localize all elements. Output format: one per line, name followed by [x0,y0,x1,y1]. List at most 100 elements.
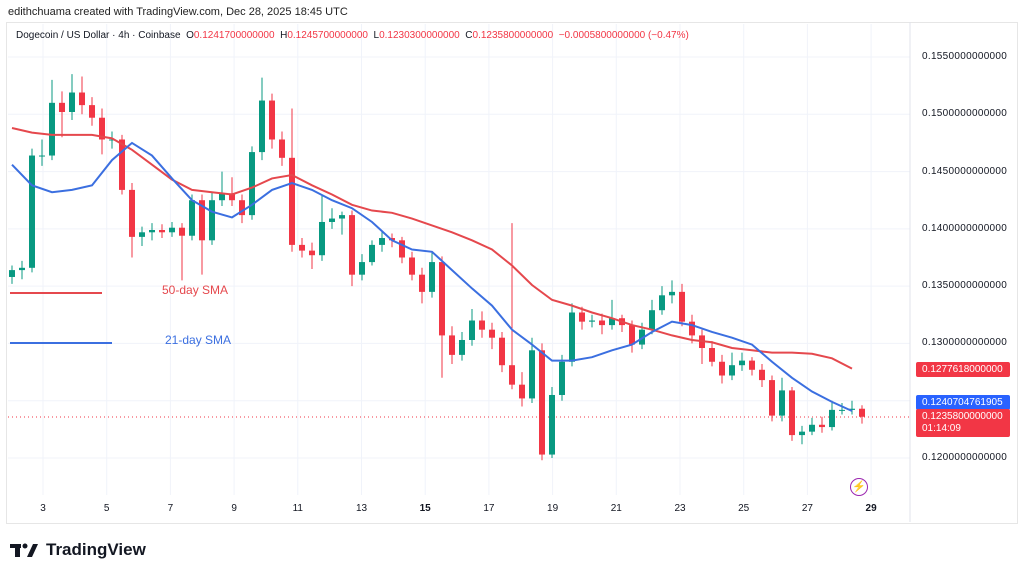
x-tick-label: 7 [167,503,174,514]
candle-up [49,102,55,156]
x-tick-label: 19 [547,503,559,514]
tv-logo-icon [10,543,38,557]
candle-down [199,200,205,241]
candle-down [239,200,245,216]
y-tick-label: 0.1400000000000 [922,222,1008,234]
candle-up [569,312,575,362]
sma50-annotation: 50-day SMA [162,283,229,297]
symbol-title[interactable]: Dogecoin / US Dollar · 4h · Coinbase [16,30,181,41]
x-tick-label: 17 [483,503,495,514]
candle-down [759,369,765,381]
brand-name: TradingView [46,540,146,559]
open-label: O [186,30,194,41]
candle-down [769,380,775,416]
candle-down [119,139,125,190]
candle-down [519,384,525,399]
candle-down [439,262,445,336]
candle-up [359,262,365,275]
candle-up [319,221,325,256]
candle-down [179,227,185,236]
chart-frame [6,22,1018,524]
last-price-tag: 0.1235800000000 01:14:09 [916,409,1010,437]
candle-up [649,310,655,330]
candle-up [249,152,255,216]
candle-up [669,291,675,296]
candle-down [59,102,65,112]
candle-down [859,408,865,417]
candle-up [559,361,565,395]
candle-down [679,291,685,322]
sma50-line [11,127,853,370]
candle-up [139,232,145,237]
candle-down [79,92,85,106]
x-tick-label: 29 [865,503,877,514]
candle-down [599,320,605,326]
candle-down [499,337,505,366]
candle-up [779,390,785,416]
candle-up [209,200,215,241]
candle-down [719,361,725,376]
candle-down [269,100,275,140]
candle-down [629,325,635,345]
candle-down [419,274,425,292]
candle-up [739,360,745,366]
candle-up [29,155,35,268]
y-tick-label: 0.1300000000000 [922,337,1008,349]
candle-up [329,218,335,222]
open-value: 0.1241700000000 [193,30,275,41]
candle-up [379,238,385,245]
candle-up [459,339,465,355]
sma21-line [11,141,853,412]
x-tick-label: 9 [231,503,237,514]
x-tick-label: 23 [674,503,686,514]
candle-down [279,139,285,158]
candle-down [399,240,405,258]
candle-up [849,408,855,410]
candle-down [309,250,315,256]
candle-up [149,230,155,233]
candle-up [109,139,115,141]
candle-up [589,320,595,322]
high-value: 0.1245700000000 [287,30,368,41]
candle-down [539,350,545,455]
low-value: 0.1230300000000 [379,30,460,41]
lightning-icon[interactable]: ⚡ [850,478,868,496]
candle-up [809,424,815,432]
sma21-price-tag: 0.1240704761905 [916,395,1010,410]
candle-down [479,320,485,330]
candle-up [259,100,265,153]
candle-up [369,244,375,263]
candle-down [129,189,135,237]
candle-down [509,365,515,385]
candle-down [349,215,355,275]
high-label: H [280,30,288,41]
candle-down [159,230,165,233]
x-tick-label: 15 [419,503,431,514]
candle-up [659,295,665,311]
candle-up [429,262,435,292]
chart-credit: edithchuama created with TradingView.com… [8,6,348,18]
sma21-annotation: 21-day SMA [165,333,232,347]
candle-down [89,105,95,118]
candle-down [489,329,495,338]
sma50-price-tag: 0.1277618000000 [916,362,1010,377]
candle-down [299,244,305,251]
bar-countdown: 01:14:09 [922,423,961,434]
candle-up [729,365,735,376]
candle-down [99,117,105,140]
candle-up [829,409,835,428]
change-value: −0.0005800000000 (−0.47%) [558,30,689,41]
candle-up [339,215,345,219]
x-tick-label: 5 [103,503,110,514]
candle-down [749,360,755,370]
y-tick-label: 0.1200000000000 [922,452,1008,463]
candle-up [19,267,25,271]
candle-up [609,318,615,326]
x-tick-label: 25 [738,503,750,514]
x-tick-label: 27 [801,503,813,514]
candle-up [549,394,555,455]
x-tick-label: 11 [292,503,303,514]
y-tick-label: 0.1350000000000 [922,280,1008,292]
candle-down [229,193,235,201]
